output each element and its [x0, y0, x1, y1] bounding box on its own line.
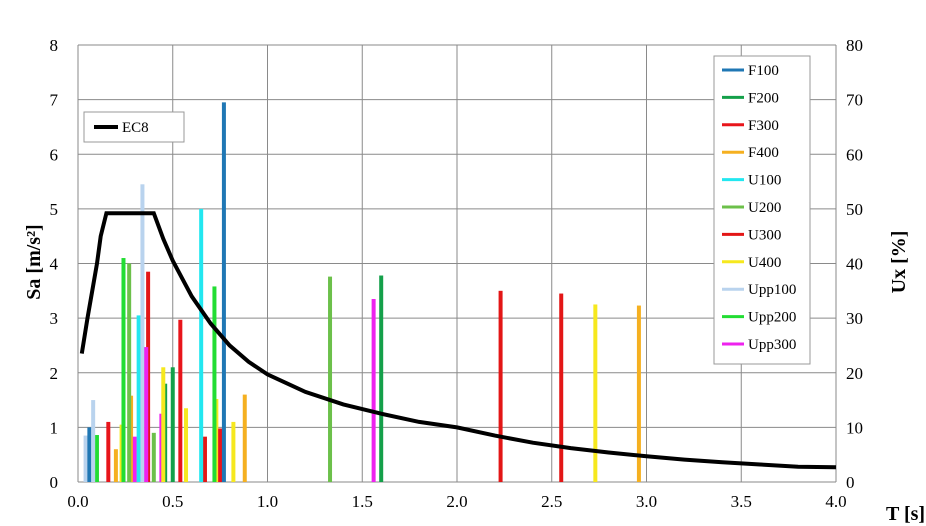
x-tick-label: 0.0 [67, 492, 88, 511]
x-axis-title: T [s] [886, 503, 925, 525]
y2-tick-label: 40 [846, 255, 863, 274]
y-tick-label: 7 [50, 91, 59, 110]
y2-tick-label: 50 [846, 200, 863, 219]
mode-bar-f300 [106, 421, 111, 482]
legend-label-f200: F200 [748, 90, 779, 106]
mode-bar [202, 436, 207, 482]
mode-bar-f100 [87, 427, 92, 482]
mode-bar-u200 [328, 276, 333, 482]
legend-label-f400: F400 [748, 145, 779, 161]
mode-bar-u400 [161, 367, 166, 482]
legend-label-f100: F100 [748, 63, 779, 79]
y2-tick-label: 70 [846, 91, 863, 110]
mode-bar [83, 435, 88, 482]
legend-label-upp300: Upp300 [748, 337, 796, 353]
series-legend: F100 F200 F300 F400 U100 U200 U300 U400 Upp100 Up… [713, 55, 811, 365]
mode-bar-u100 [136, 315, 141, 482]
mode-bar-upp300 [371, 299, 376, 482]
y-tick-label: 2 [50, 364, 59, 383]
mode-bar-u100 [199, 208, 204, 482]
mode-bar-u400 [593, 304, 598, 482]
bars [83, 102, 641, 482]
legend-label-upp200: Upp200 [748, 310, 796, 326]
mode-bar [636, 305, 641, 482]
mode-bar-f400 [242, 394, 247, 482]
y2-tick-label: 10 [846, 418, 863, 437]
mode-bar [132, 436, 137, 482]
mode-bar-upp100 [140, 184, 145, 482]
x-tick-label: 1.0 [257, 492, 278, 511]
y2-tick-label: 20 [846, 364, 863, 383]
y-tick-label: 3 [50, 309, 59, 328]
mode-bar-upp200 [212, 286, 217, 482]
x-tick-label: 3.5 [731, 492, 752, 511]
x-tick-label: 1.5 [352, 492, 373, 511]
y-tick-label: 8 [50, 36, 59, 55]
y-tick-label: 6 [50, 145, 59, 164]
mode-bar-u200 [127, 263, 132, 482]
y2-tick-label: 30 [846, 309, 863, 328]
mode-bar [231, 421, 236, 482]
mode-bar [184, 408, 189, 482]
legend-label-u400: U400 [748, 255, 781, 271]
y2-tick-label: 60 [846, 145, 863, 164]
legend-label-u200: U200 [748, 200, 781, 216]
legend-box [713, 55, 811, 365]
mode-bar-f100 [221, 102, 226, 482]
y-axis-title: Sa [m/s²] [23, 224, 45, 299]
mode-bar [151, 432, 156, 482]
y-tick-label: 0 [50, 473, 59, 492]
mode-bar-upp200 [121, 258, 126, 482]
mode-bar-upp300 [144, 347, 149, 482]
y2-axis-title: Ux [%] [888, 231, 910, 294]
legend-label-f300: F300 [748, 118, 779, 134]
mode-bar-f300 [178, 319, 183, 482]
y2-tick-label: 0 [846, 473, 855, 492]
mode-bar [559, 293, 564, 482]
mode-bar-f200 [379, 275, 384, 482]
y-tick-label: 4 [50, 255, 59, 274]
mode-bar [94, 435, 99, 482]
x-tick-label: 2.0 [446, 492, 467, 511]
mode-bar-f400 [113, 449, 118, 482]
legend-label-u100: U100 [748, 173, 781, 189]
ec8-spectrum-line [79, 211, 837, 470]
legend-label-u300: U300 [748, 227, 781, 243]
x-tick-label: 0.5 [162, 492, 183, 511]
y-tick-label: 5 [50, 200, 59, 219]
mode-bar-u300 [498, 290, 503, 482]
x-tick-label: 3.0 [636, 492, 657, 511]
mode-bar-upp100 [91, 400, 96, 482]
x-tick-label: 4.0 [825, 492, 846, 511]
ec8-legend-label: EC8 [122, 120, 149, 136]
mode-bar [218, 428, 223, 482]
x-tick-label: 2.5 [541, 492, 562, 511]
y2-tick-label: 80 [846, 36, 863, 55]
legend-label-upp100: Upp100 [748, 282, 796, 298]
y-tick-label: 1 [50, 418, 59, 437]
mode-bar-f200 [170, 367, 175, 482]
ec8-legend: EC8 [83, 111, 185, 143]
